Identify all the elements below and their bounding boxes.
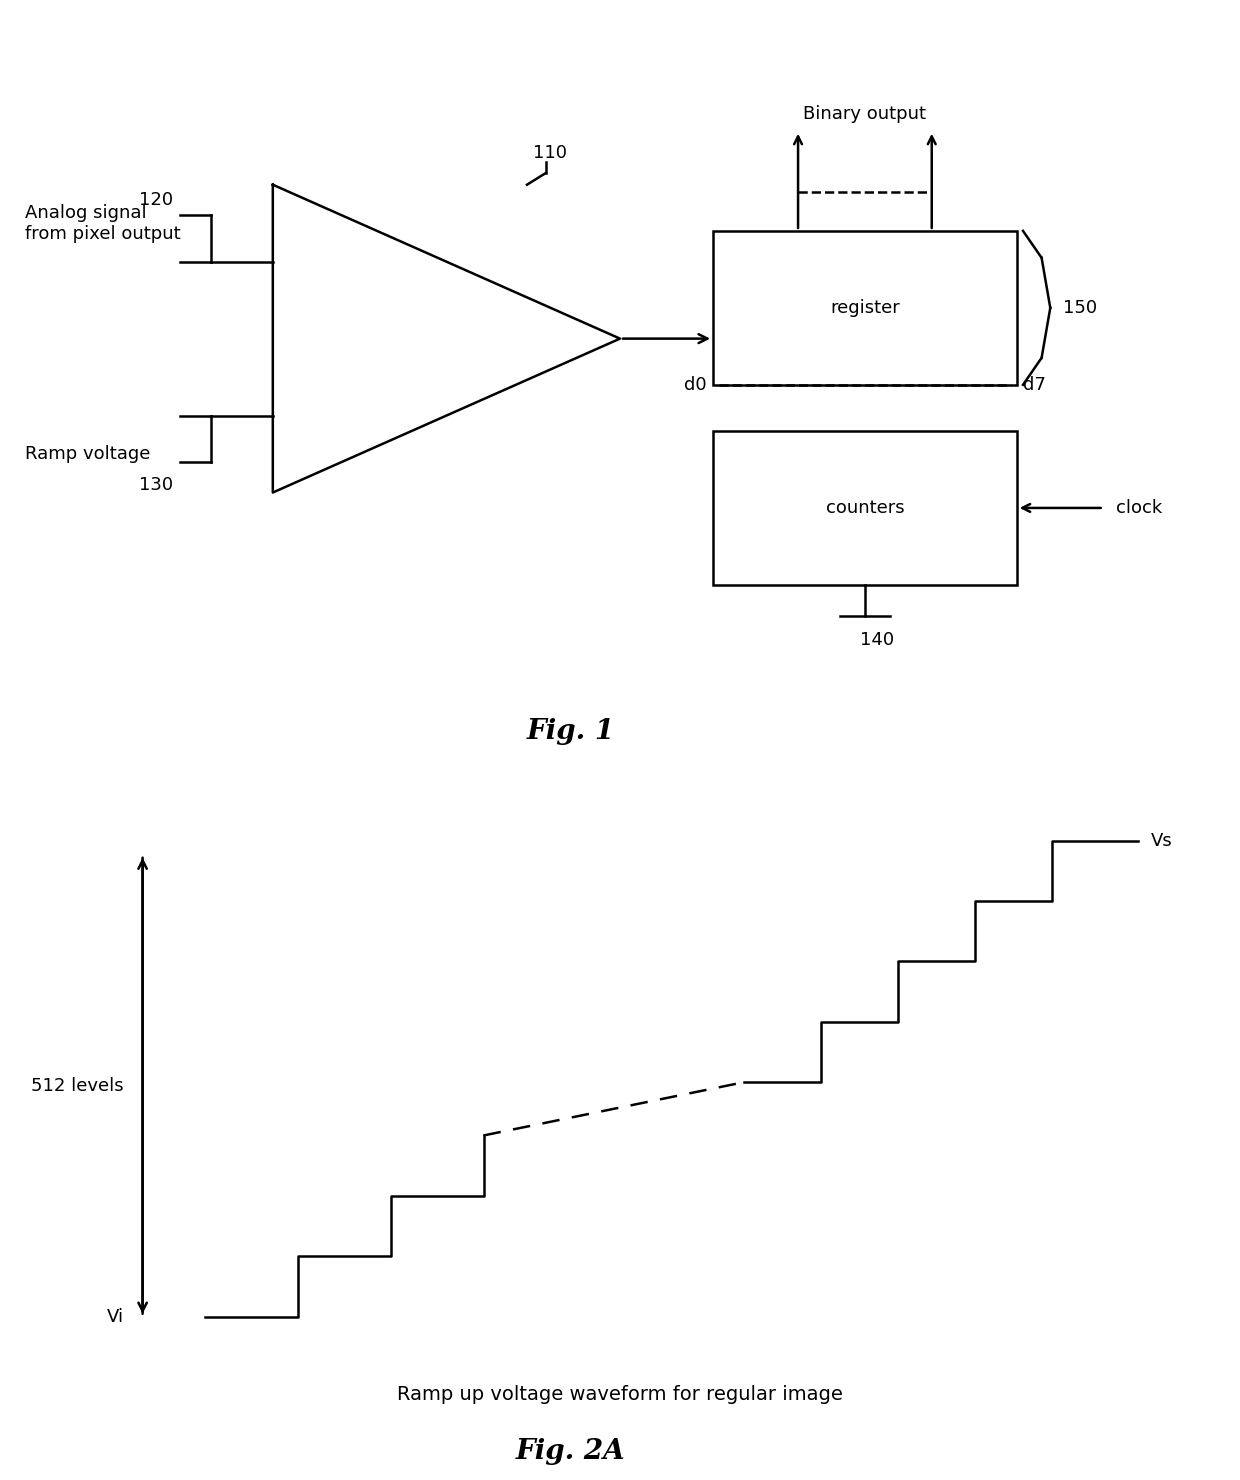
Bar <box>713 431 1017 585</box>
Text: d0: d0 <box>684 376 707 394</box>
Text: 140: 140 <box>861 630 894 650</box>
Text: Vs: Vs <box>1151 832 1173 850</box>
Text: register: register <box>830 299 900 317</box>
Text: Vi: Vi <box>107 1308 124 1326</box>
Text: Ramp voltage: Ramp voltage <box>25 445 150 463</box>
Text: 130: 130 <box>139 477 174 494</box>
Text: 512 levels: 512 levels <box>31 1077 124 1095</box>
Text: counters: counters <box>826 499 904 517</box>
Text: Analog signal
from pixel output: Analog signal from pixel output <box>25 204 181 243</box>
Text: Binary output: Binary output <box>804 105 926 123</box>
Text: 120: 120 <box>139 191 174 209</box>
Text: 150: 150 <box>1063 299 1097 317</box>
Text: d7: d7 <box>1023 376 1045 394</box>
Text: Ramp up voltage waveform for regular image: Ramp up voltage waveform for regular ima… <box>397 1385 843 1405</box>
Bar <box>713 231 1017 385</box>
Text: 110: 110 <box>533 144 567 161</box>
Text: Fig. 2A: Fig. 2A <box>516 1439 625 1465</box>
Text: Fig. 1: Fig. 1 <box>526 718 615 744</box>
Text: clock: clock <box>1116 499 1162 517</box>
